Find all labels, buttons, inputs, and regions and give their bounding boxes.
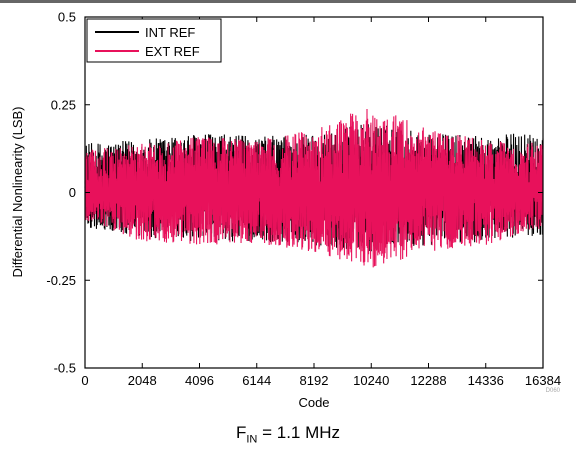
series-ext-ref-line bbox=[84, 109, 544, 268]
legend-label-int-ref: INT REF bbox=[145, 25, 195, 40]
axis-tick-labels: 0 2048 4096 6144 8192 10240 12288 14336 16384 0.5… bbox=[46, 10, 561, 389]
y-tick-label: -0.5 bbox=[54, 361, 76, 376]
axis-ticks bbox=[84, 16, 544, 369]
y-tick-label: 0.25 bbox=[51, 97, 76, 112]
x-tick-label: 8192 bbox=[300, 373, 329, 388]
x-tick-label: 14336 bbox=[468, 373, 504, 388]
x-tick-label: 6144 bbox=[242, 373, 271, 388]
x-tick-label: 16384 bbox=[525, 373, 561, 388]
top-rule bbox=[0, 0, 576, 3]
y-tick-label: -0.25 bbox=[46, 273, 76, 288]
figure-id: D060 bbox=[546, 388, 561, 394]
x-tick-label: 4096 bbox=[185, 373, 214, 388]
x-axis-title: Code bbox=[298, 395, 329, 410]
caption: FIN = 1.1 MHz bbox=[0, 423, 576, 445]
x-tick-label: 0 bbox=[81, 373, 88, 388]
caption-subscript: IN bbox=[246, 433, 258, 446]
x-tick-label: 2048 bbox=[128, 373, 157, 388]
legend-label-ext-ref: EXT REF bbox=[145, 44, 200, 59]
x-tick-label: 12288 bbox=[410, 373, 446, 388]
legend-box bbox=[86, 18, 222, 63]
y-tick-label: 0 bbox=[69, 185, 76, 200]
legend: INT REF EXT REF bbox=[86, 18, 222, 63]
y-axis-title: Differential Nonlinearity (LSB) bbox=[10, 107, 25, 278]
plot-data-area bbox=[84, 109, 544, 268]
caption-prefix: F bbox=[235, 423, 247, 442]
caption-suffix: = 1.1 MHz bbox=[257, 423, 341, 442]
y-tick-label: 0.5 bbox=[58, 10, 76, 25]
x-tick-label: 10240 bbox=[353, 373, 389, 388]
